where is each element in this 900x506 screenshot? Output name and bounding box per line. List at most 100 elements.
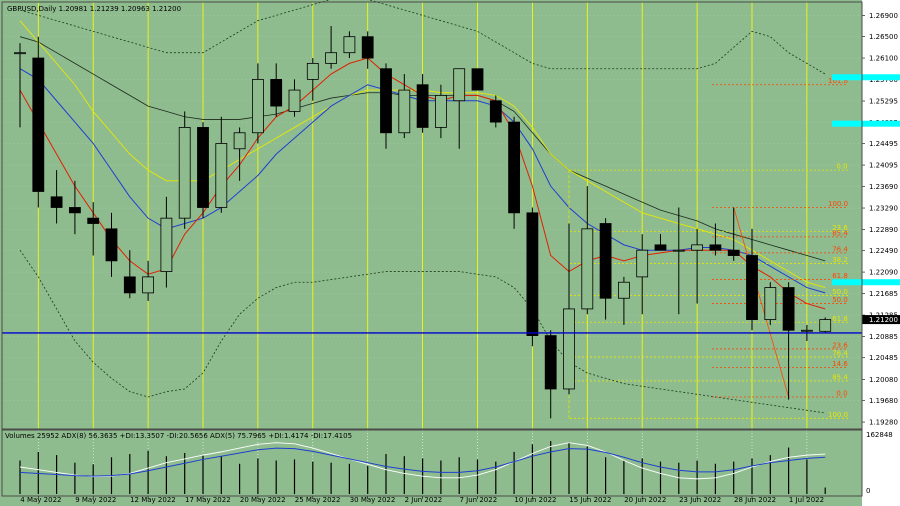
price-tick-label: 1.22490 xyxy=(869,247,898,255)
candle-body xyxy=(32,57,45,192)
fib-level-label: 85.4 xyxy=(832,229,848,237)
candle-body xyxy=(380,68,392,134)
candle-body xyxy=(343,36,356,54)
fib-level-label: 100.0 xyxy=(828,200,848,208)
bollinger-bands xyxy=(19,0,826,414)
candle-body xyxy=(361,36,374,59)
candle-body xyxy=(764,287,777,320)
current-price-tag xyxy=(862,315,900,325)
candle-body xyxy=(416,84,429,128)
main-pane-frame xyxy=(1,1,863,430)
date-label: 28 Jun 2022 xyxy=(734,496,776,504)
indicator-title: Volumes 25952 ADX(8) 56.3635 +DI:13.3507… xyxy=(5,432,352,440)
fib-level-label: 76.4 xyxy=(832,245,848,253)
price-tick-label: 1.26900 xyxy=(869,12,898,20)
fib-level-label: 61.8 xyxy=(832,272,848,280)
fib-level-label: 23.6 xyxy=(832,224,848,232)
candle-body xyxy=(398,89,411,134)
date-label: 23 Jun 2022 xyxy=(679,496,721,504)
candle-body xyxy=(746,255,758,320)
price-tick-label: 1.24495 xyxy=(869,140,898,148)
candle-body xyxy=(581,228,594,310)
candlesticks xyxy=(14,26,832,419)
price-tick-label: 1.26500 xyxy=(869,33,898,41)
date-label: 4 May 2022 xyxy=(20,496,61,504)
candle-body xyxy=(251,78,264,134)
current-price-label: 1.21200 xyxy=(869,316,898,324)
cyan-level-tag xyxy=(832,74,900,81)
candle-body xyxy=(654,244,667,251)
date-label: 17 May 2022 xyxy=(185,496,231,504)
indicator-panel: 162848 0 xyxy=(19,431,893,495)
date-label: 9 May 2022 xyxy=(75,496,116,504)
candle-body xyxy=(782,287,795,331)
adx-blue-line xyxy=(19,447,826,477)
candle-body xyxy=(142,276,155,294)
candle-body xyxy=(672,249,685,252)
candle-body xyxy=(325,52,338,64)
fib-level-label: 76.4 xyxy=(832,349,848,357)
candle-body xyxy=(489,100,502,123)
date-label: 1 Jul 2022 xyxy=(789,496,824,504)
candle-body xyxy=(69,207,81,214)
fib-level-label: 50.0 xyxy=(832,296,848,304)
price-tick-label: 1.19680 xyxy=(869,397,898,405)
price-tick-label: 1.23690 xyxy=(869,183,898,191)
candle-body xyxy=(727,249,740,256)
indicator-max-label: 162848 xyxy=(866,431,893,439)
price-tick-label: 1.23290 xyxy=(869,205,898,213)
cyan-level-tag xyxy=(832,120,900,127)
date-label: 10 Jun 2022 xyxy=(514,496,556,504)
price-tick-label: 1.20485 xyxy=(869,354,898,362)
price-tick-label: 1.24095 xyxy=(869,162,898,170)
fib-level-label: 100.0 xyxy=(828,411,848,419)
bollinger-lower-line xyxy=(19,249,826,414)
date-label: 20 Jun 2022 xyxy=(624,496,666,504)
candle-body xyxy=(819,319,832,332)
price-tick-label: 1.25295 xyxy=(869,98,898,106)
fib-level-label: 50.0 xyxy=(832,288,848,296)
candle-body xyxy=(288,89,301,112)
indicator-zero-label: 0 xyxy=(866,487,870,495)
fib-level-label: 0.0 xyxy=(836,163,847,171)
fib-level-label: 14.6 xyxy=(832,360,848,368)
price-tick-label: 1.19280 xyxy=(869,419,898,427)
candle-body xyxy=(270,78,283,107)
fib-level-label: 38.2 xyxy=(832,256,848,264)
candle-body xyxy=(233,132,246,150)
candle-body xyxy=(123,276,136,294)
price-axis-background xyxy=(862,0,900,506)
candle-body xyxy=(50,196,63,208)
candle-body xyxy=(801,329,813,332)
candle-body xyxy=(105,228,118,262)
date-label: 30 May 2022 xyxy=(350,496,396,504)
grid-lines xyxy=(2,15,862,423)
candle-body xyxy=(434,95,447,128)
candle-body xyxy=(526,212,539,336)
candle-body xyxy=(306,62,319,80)
candle-body xyxy=(709,244,722,251)
price-axis: 1.269001.265001.261001.257001.252951.248… xyxy=(832,0,900,506)
fib-anchor-red xyxy=(733,207,789,398)
candle-body xyxy=(599,223,612,299)
adx-white-line xyxy=(19,442,826,480)
date-label: 20 May 2022 xyxy=(240,496,286,504)
candle-body xyxy=(618,281,630,299)
date-axis: 4 May 2022 9 May 2022 12 May 2022 17 May 20… xyxy=(20,496,824,504)
candle-body xyxy=(453,68,466,102)
fibonacci-levels: 161.8 0.0 100.0 23.685.4 76.4 38.2 61.8 50.050.… xyxy=(568,77,848,419)
price-tick-label: 1.22890 xyxy=(869,226,898,234)
candle-body xyxy=(215,143,228,208)
date-label: 2 Jun 2022 xyxy=(405,496,443,504)
symbol-title: GBPUSD,Daily 1.20981 1.21239 1.20963 1.2… xyxy=(7,5,181,13)
date-label: 12 May 2022 xyxy=(130,496,176,504)
price-tick-label: 1.20885 xyxy=(869,333,898,341)
price-tick-label: 1.20080 xyxy=(869,376,898,384)
candle-body xyxy=(636,249,649,278)
candle-body xyxy=(197,127,209,208)
fib-level-label: 161.8 xyxy=(828,77,848,85)
candle-body xyxy=(87,217,100,224)
candle-body xyxy=(178,127,191,219)
price-tick-label: 1.26100 xyxy=(869,55,898,63)
